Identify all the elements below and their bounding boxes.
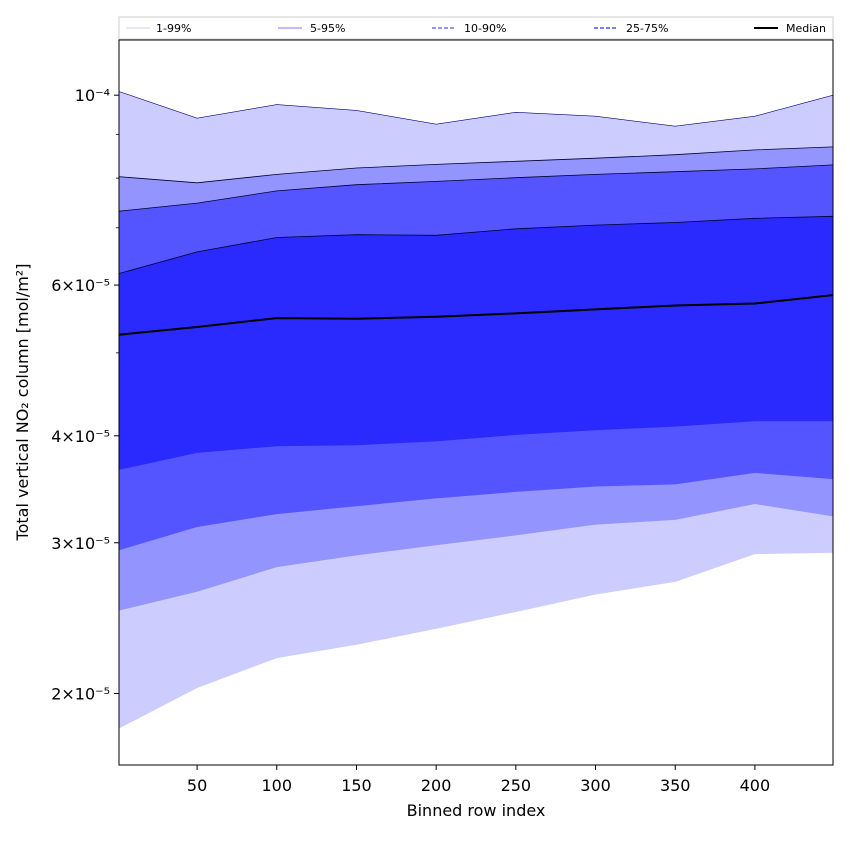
- y-axis-label: Total vertical NO₂ column [mol/m²]: [13, 264, 32, 542]
- x-tick-label: 100: [262, 776, 293, 795]
- x-axis: 50 100 150 200 250 300 350 400: [187, 765, 770, 795]
- x-tick-label: 50: [187, 776, 207, 795]
- legend-label: 25-75%: [626, 22, 668, 35]
- median-layer: [119, 294, 833, 336]
- x-tick-label: 300: [580, 776, 611, 795]
- legend-label: 5-95%: [310, 22, 345, 35]
- band-upper-edge-25-75: [119, 215, 833, 274]
- y-tick-label: 2×10⁻⁵: [51, 684, 110, 703]
- y-tick-label: 10⁻⁴: [75, 86, 110, 105]
- y-tick-label: 4×10⁻⁵: [51, 427, 110, 446]
- x-tick-label: 200: [421, 776, 452, 795]
- x-axis-label: Binned row index: [407, 801, 546, 820]
- plot-frame: [118, 39, 834, 766]
- x-tick-label: 350: [660, 776, 691, 795]
- legend-label: 1-99%: [156, 22, 191, 35]
- band-upper-edge-1-99: [119, 91, 833, 127]
- y-axis: 10⁻⁴ 6×10⁻⁵ 4×10⁻⁵ 3×10⁻⁵ 2×10⁻⁵: [51, 86, 119, 703]
- median-line: [119, 294, 833, 336]
- percentile-bands: [119, 91, 833, 729]
- legend-label: 10-90%: [464, 22, 506, 35]
- legend-box: [118, 16, 834, 40]
- legend-label: Median: [786, 22, 826, 35]
- y-tick-label: 6×10⁻⁵: [51, 276, 110, 295]
- x-tick-label: 400: [740, 776, 771, 795]
- y-tick-label: 3×10⁻⁵: [51, 534, 110, 553]
- x-tick-label: 250: [501, 776, 532, 795]
- band-upper-edge-5-95: [119, 146, 833, 184]
- x-tick-label: 150: [341, 776, 372, 795]
- band-25-75: [119, 216, 833, 470]
- legend: 1-99% 5-95% 10-90% 25-75% Median: [118, 16, 834, 40]
- band-upper-edge-10-90: [119, 164, 833, 212]
